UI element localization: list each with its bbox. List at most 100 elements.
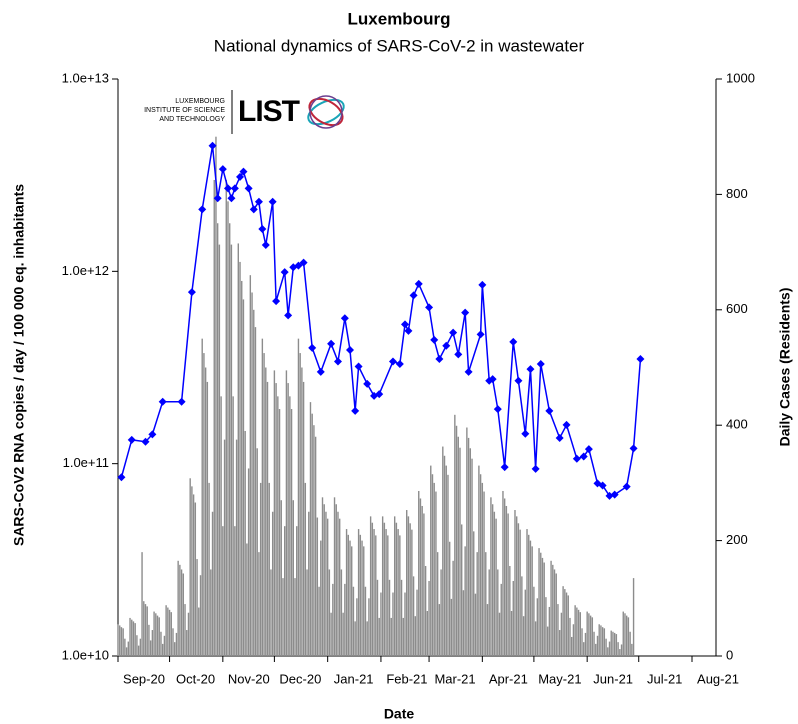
bar bbox=[514, 510, 516, 656]
marker bbox=[346, 345, 355, 354]
bar bbox=[186, 630, 188, 656]
bar bbox=[330, 612, 332, 656]
bar bbox=[548, 606, 551, 656]
chart-subtitle: National dynamics of SARS-CoV-2 in waste… bbox=[214, 36, 585, 55]
bar bbox=[424, 565, 427, 656]
bar bbox=[388, 579, 391, 656]
marker bbox=[493, 405, 502, 414]
bar bbox=[156, 615, 159, 656]
bar bbox=[247, 468, 250, 656]
bar bbox=[481, 482, 484, 656]
bar bbox=[426, 610, 429, 656]
chart-title: Luxembourg bbox=[348, 9, 451, 28]
bar bbox=[210, 569, 212, 656]
logo-ring bbox=[309, 95, 343, 129]
bar bbox=[440, 569, 442, 656]
marker bbox=[141, 437, 150, 446]
bar bbox=[316, 517, 319, 656]
bar bbox=[318, 586, 320, 656]
bar bbox=[466, 427, 468, 656]
marker bbox=[478, 280, 487, 289]
bar bbox=[412, 576, 415, 656]
marker bbox=[454, 350, 463, 359]
bar bbox=[438, 604, 441, 656]
bar bbox=[627, 617, 630, 656]
bar bbox=[553, 569, 556, 656]
marker bbox=[268, 197, 277, 206]
bar bbox=[251, 292, 253, 656]
marker bbox=[187, 288, 196, 297]
bar bbox=[266, 381, 269, 656]
marker bbox=[272, 297, 281, 306]
bar bbox=[163, 635, 166, 656]
y2-tick-label: 0 bbox=[726, 647, 733, 662]
bar bbox=[149, 640, 152, 656]
bar bbox=[419, 498, 422, 656]
bar bbox=[567, 595, 569, 656]
bar bbox=[378, 617, 380, 656]
bar bbox=[541, 557, 544, 656]
bar bbox=[631, 643, 633, 656]
bar bbox=[442, 446, 444, 656]
bar bbox=[187, 612, 190, 656]
bar bbox=[216, 223, 219, 656]
bar bbox=[564, 589, 566, 656]
bar bbox=[134, 623, 136, 656]
bar bbox=[526, 529, 528, 656]
bar bbox=[141, 552, 143, 656]
bar bbox=[612, 631, 614, 656]
bar bbox=[320, 540, 322, 656]
bar bbox=[589, 615, 592, 656]
bar bbox=[313, 425, 315, 656]
x-tick-label: Oct-20 bbox=[176, 671, 215, 686]
marker bbox=[425, 303, 434, 312]
bar bbox=[411, 529, 413, 656]
bar bbox=[326, 518, 329, 656]
bar bbox=[203, 353, 205, 656]
marker bbox=[395, 359, 404, 368]
marker bbox=[218, 165, 227, 174]
bar bbox=[127, 641, 130, 656]
bar bbox=[433, 482, 435, 656]
bar bbox=[256, 448, 258, 656]
marker bbox=[284, 311, 293, 320]
y-tick-label: 1.0e+10 bbox=[62, 647, 109, 662]
bar bbox=[258, 552, 260, 656]
bar bbox=[577, 609, 580, 656]
bar bbox=[617, 642, 619, 656]
bar bbox=[607, 647, 609, 656]
bar bbox=[239, 261, 241, 656]
bar bbox=[201, 338, 203, 656]
bar bbox=[292, 500, 294, 656]
bar bbox=[120, 627, 123, 656]
bar bbox=[583, 642, 585, 656]
bar bbox=[349, 540, 351, 656]
bar bbox=[402, 617, 404, 656]
marker bbox=[208, 141, 217, 150]
bar bbox=[122, 628, 124, 656]
marker bbox=[622, 482, 631, 491]
bar bbox=[565, 592, 568, 656]
marker bbox=[509, 337, 518, 346]
bar bbox=[354, 621, 356, 656]
marker bbox=[198, 205, 207, 214]
bar bbox=[421, 505, 423, 656]
logo-text: INSTITUTE OF SCIENCE bbox=[144, 107, 225, 114]
bar bbox=[229, 223, 231, 656]
bar bbox=[289, 396, 291, 656]
bar bbox=[137, 645, 140, 656]
bar bbox=[237, 243, 239, 656]
bar bbox=[517, 523, 520, 656]
bar bbox=[540, 552, 542, 656]
bar bbox=[364, 586, 367, 656]
x-tick-label: Aug-21 bbox=[697, 671, 739, 686]
bar bbox=[572, 624, 575, 656]
bar bbox=[337, 511, 339, 656]
marker bbox=[555, 433, 564, 442]
y2-tick-label: 1000 bbox=[726, 70, 755, 85]
bar bbox=[213, 179, 215, 656]
bar bbox=[400, 579, 403, 656]
bar bbox=[593, 631, 595, 656]
bar bbox=[373, 529, 375, 656]
bar bbox=[571, 636, 573, 656]
